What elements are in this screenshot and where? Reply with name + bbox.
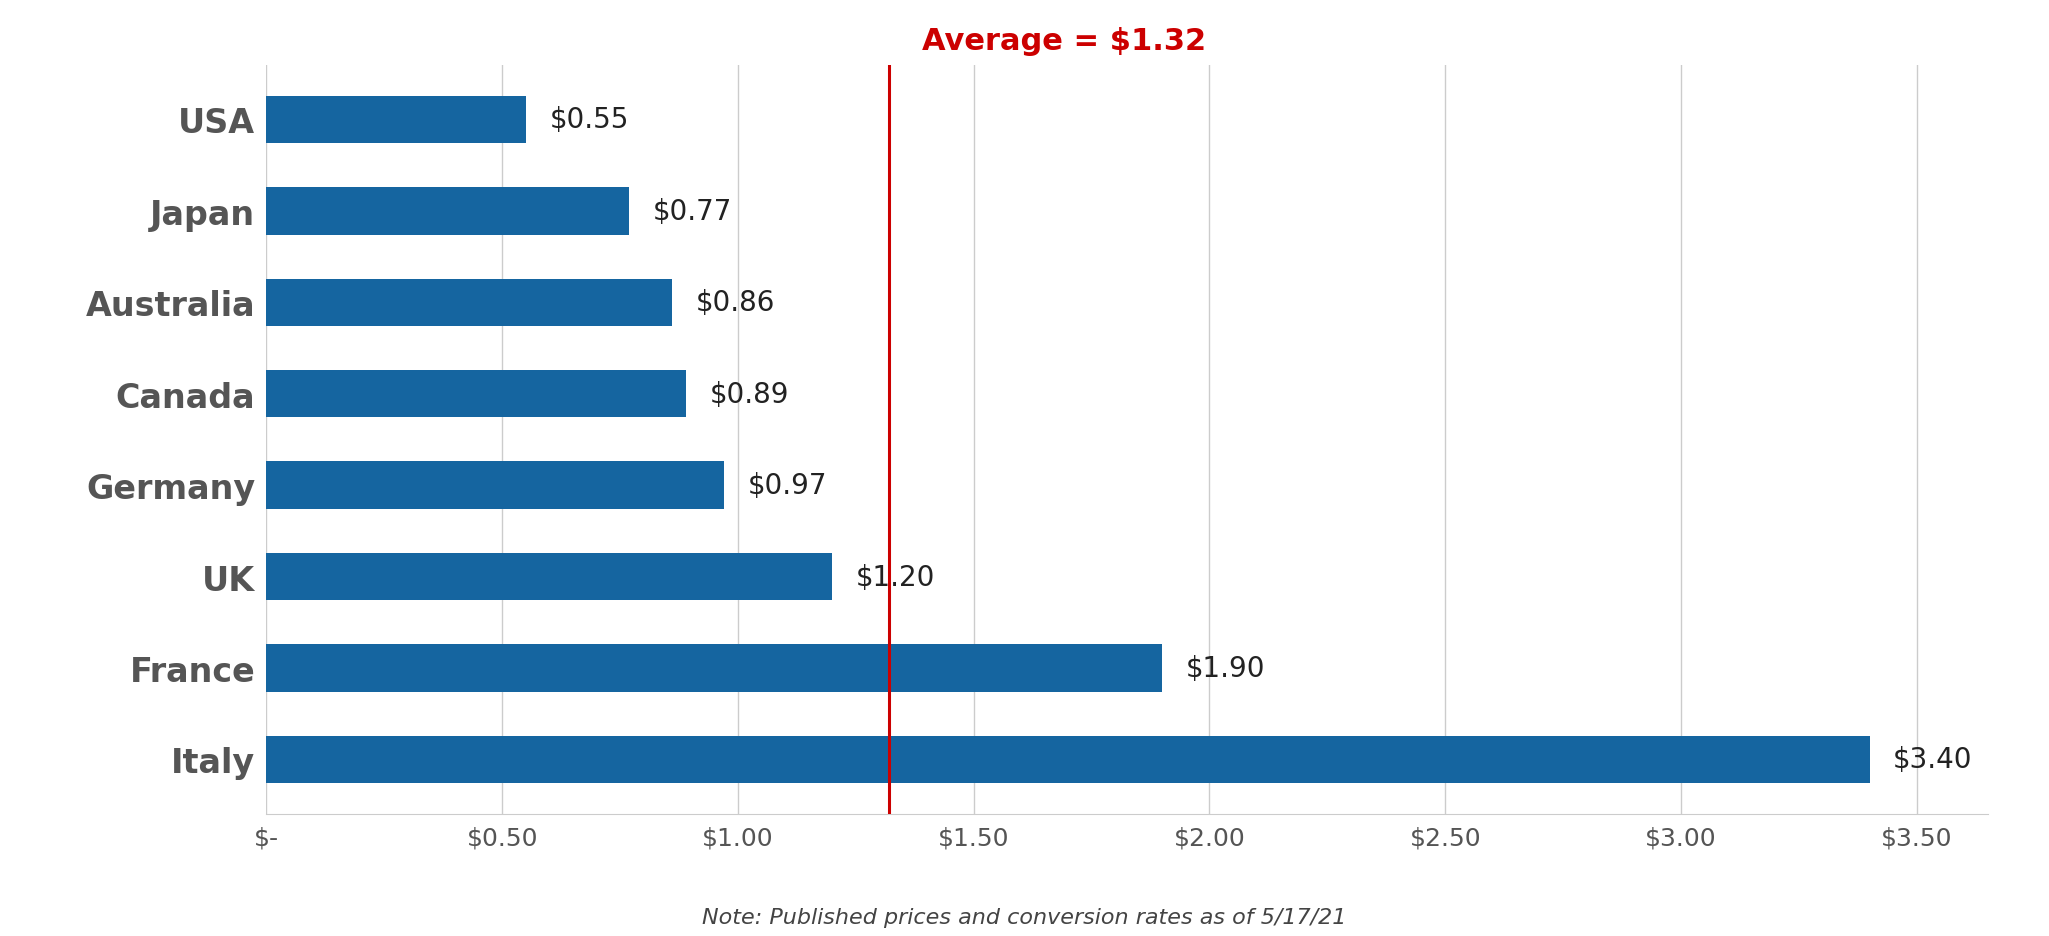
Bar (266, 279, 672, 327)
Bar (266, 645, 1162, 692)
Text: $1.90: $1.90 (1186, 654, 1266, 682)
Text: $0.55: $0.55 (549, 107, 629, 134)
Text: $3.40: $3.40 (1893, 746, 1973, 773)
Bar (266, 371, 686, 418)
Text: Average = $1.32: Average = $1.32 (922, 27, 1207, 56)
Bar (266, 736, 1869, 783)
Text: $0.97: $0.97 (748, 472, 828, 500)
Bar (266, 96, 527, 144)
Text: Note: Published prices and conversion rates as of 5/17/21: Note: Published prices and conversion ra… (703, 907, 1346, 927)
Bar (266, 553, 832, 601)
Text: $0.77: $0.77 (654, 197, 731, 226)
Text: $1.20: $1.20 (856, 563, 934, 591)
Bar (266, 188, 629, 235)
Text: $0.89: $0.89 (709, 380, 789, 408)
Text: $0.86: $0.86 (695, 289, 775, 317)
Bar (266, 461, 723, 509)
